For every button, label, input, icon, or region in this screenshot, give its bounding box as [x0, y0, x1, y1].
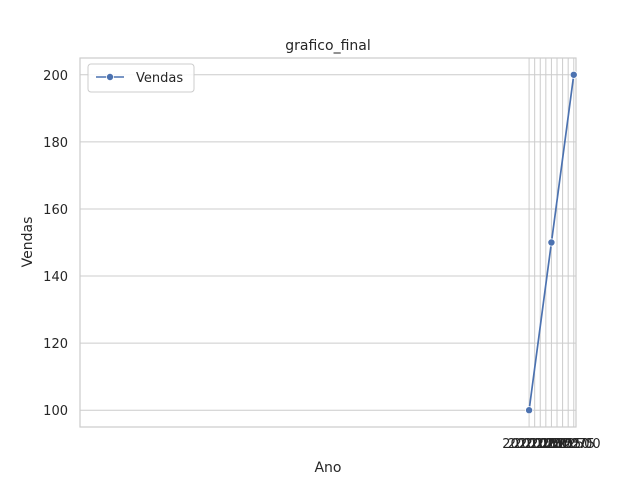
x-tick-label: 2021.00	[525, 437, 579, 452]
y-tick-label: 120	[43, 337, 68, 352]
x-tick-label: 2020.25	[508, 437, 562, 452]
y-tick-label: 100	[43, 404, 68, 419]
data-point	[547, 238, 556, 247]
y-tick-label: 140	[43, 270, 68, 285]
plot-frame	[79, 57, 577, 428]
y-axis-label: Vendas	[20, 217, 36, 268]
data-point	[569, 70, 578, 79]
chart-title: grafico_final	[285, 38, 370, 54]
x-tick-label: 2021.50	[536, 437, 590, 452]
legend: Vendas	[87, 63, 195, 93]
legend-marker-swatch	[106, 73, 115, 82]
x-tick-label: 2022.00	[547, 437, 601, 452]
tick-labels: 2020.002020.252020.502020.752021.002021.…	[43, 69, 600, 452]
x-tick-label: 2021.25	[530, 437, 584, 452]
legend-box	[87, 63, 195, 93]
data-point	[525, 406, 534, 415]
x-tick-label: 2020.00	[502, 437, 556, 452]
grid-lines	[80, 58, 576, 427]
x-tick-label: 2020.75	[519, 437, 573, 452]
x-axis-label: Ano	[314, 460, 341, 476]
y-tick-label: 160	[43, 203, 68, 218]
series-layer	[525, 70, 578, 415]
legend-label: Vendas	[136, 71, 183, 86]
y-tick-label: 180	[43, 136, 68, 151]
x-tick-label: 2021.75	[541, 437, 595, 452]
y-tick-label: 200	[43, 69, 68, 84]
x-tick-label: 2020.50	[513, 437, 567, 452]
